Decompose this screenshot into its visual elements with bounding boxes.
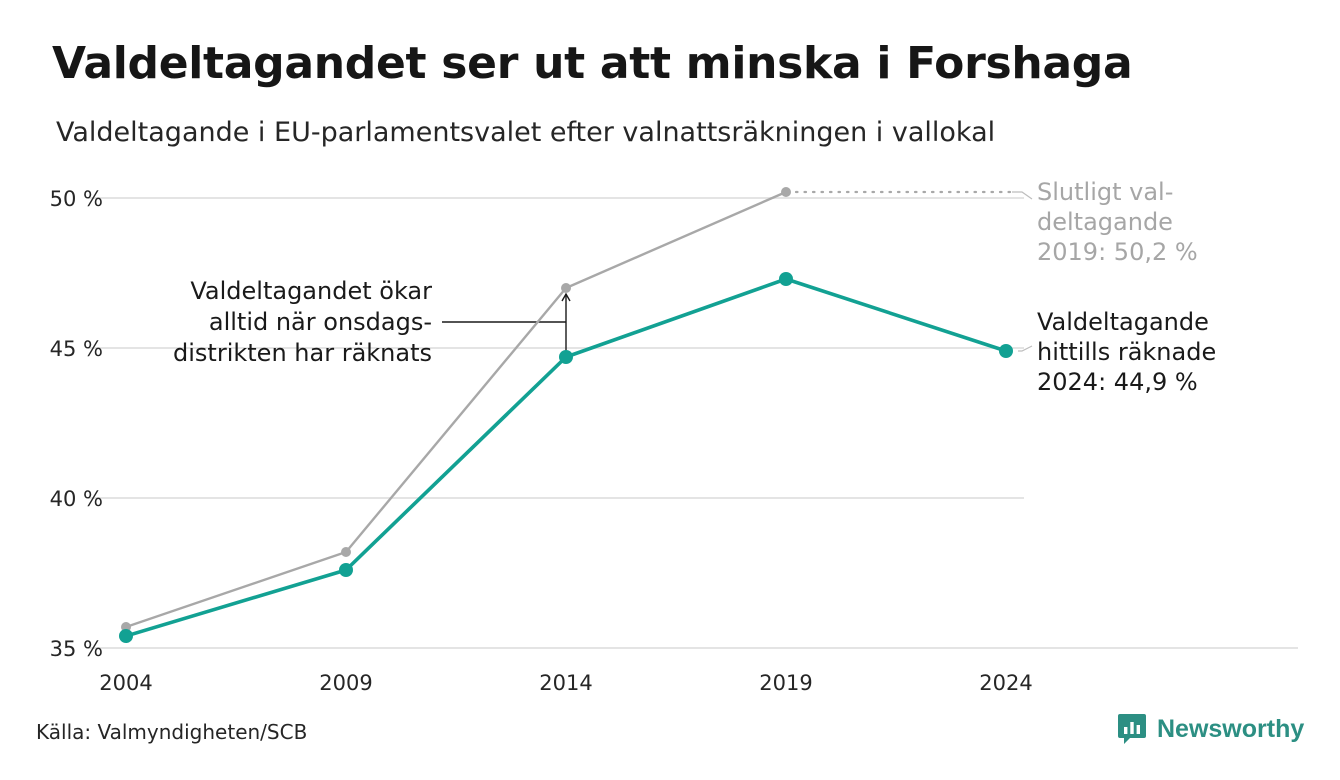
final-series-line — [124, 190, 788, 629]
chart-title: Valdeltagandet ser ut att minska i Forsh… — [52, 38, 1133, 89]
annotation-connectors — [442, 190, 1033, 352]
y-tick-label: 35 % — [50, 637, 103, 661]
series-layer — [119, 187, 1013, 643]
brand-name: Newsworthy — [1157, 714, 1305, 743]
current-label-line: hittills räknade — [1037, 338, 1216, 366]
current-label-line: Valdeltagande — [1037, 308, 1209, 336]
chart-subtitle: Valdeltagande i EU-parlamentsvalet efter… — [56, 117, 996, 148]
final-label-line: 2019: 50,2 % — [1037, 238, 1198, 266]
source-note: Källa: Valmyndigheten/SCB — [36, 720, 308, 744]
y-tick-label: 50 % — [50, 187, 103, 211]
newsworthy-logo-icon — [1118, 714, 1146, 744]
x-tick-label: 2019 — [759, 671, 812, 695]
x-tick-label: 2014 — [539, 671, 592, 695]
final-label-connector — [1012, 191, 1033, 200]
y-axis-ticks: 35 % 40 % 45 % 50 % — [50, 187, 103, 661]
election-night-series-point — [119, 629, 133, 643]
final-series-point — [341, 547, 351, 557]
x-tick-label: 2004 — [99, 671, 152, 695]
y-tick-label: 40 % — [50, 487, 103, 511]
final-label-line: Slutligt val- — [1037, 178, 1173, 206]
x-axis-ticks: 2004 2009 2014 2019 2024 — [99, 671, 1032, 695]
y-tick-label: 45 % — [50, 337, 103, 361]
gap-note-line: alltid när onsdags- — [209, 308, 432, 336]
election-night-series-point — [999, 344, 1013, 358]
current-label-connector — [1018, 345, 1033, 352]
x-tick-label: 2024 — [979, 671, 1032, 695]
line-chart: 35 % 40 % 45 % 50 % 2004 2009 2014 2019 2024 Sl… — [50, 178, 1298, 695]
current-label-line: 2024: 44,9 % — [1037, 368, 1198, 396]
gap-note-line: distrikten har räknats — [173, 339, 432, 367]
final-label-line: deltagande — [1037, 208, 1173, 236]
final-series-point — [561, 283, 571, 293]
election-night-series-point — [339, 563, 353, 577]
brand-logo: Newsworthy — [1117, 712, 1304, 746]
x-tick-label: 2009 — [319, 671, 372, 695]
election-night-series-point — [559, 350, 573, 364]
gap-arrowhead — [561, 292, 571, 302]
final-series-point — [781, 187, 791, 197]
election-night-series-point — [779, 272, 793, 286]
gap-note-line: Valdeltagandet ökar — [190, 277, 432, 305]
grid-lines — [88, 197, 1298, 649]
